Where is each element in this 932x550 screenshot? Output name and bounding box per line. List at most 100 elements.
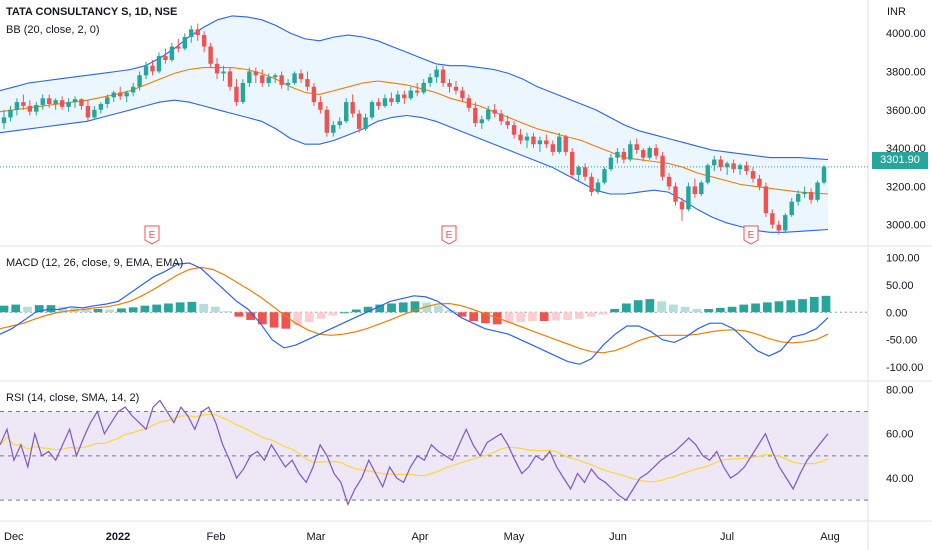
- candle-body: [21, 102, 26, 106]
- candle-body: [447, 82, 452, 87]
- macd-histogram-bar: [105, 309, 115, 313]
- candle-body: [156, 56, 162, 72]
- macd-histogram-bar: [751, 303, 760, 313]
- candle-body: [247, 71, 252, 83]
- candle-body: [59, 100, 65, 107]
- earnings-marker: [743, 225, 759, 245]
- macd-histogram-bar: [563, 312, 573, 320]
- candle-body: [718, 159, 723, 168]
- time-axis-label: Apr: [411, 531, 428, 543]
- candle-body: [8, 109, 13, 118]
- rsi-indicator-label[interactable]: RSI (14, close, SMA, 14, 2): [6, 392, 140, 404]
- macd-histogram-bar: [387, 303, 396, 313]
- candle-body: [14, 102, 20, 110]
- candle-body: [305, 79, 310, 87]
- candle-body: [331, 125, 336, 133]
- macd-histogram-bar: [246, 312, 255, 320]
- candle-body: [46, 98, 52, 105]
- candle-body: [350, 102, 355, 114]
- candle-body: [750, 171, 756, 179]
- macd-histogram-bar: [93, 308, 103, 313]
- candle-body: [821, 166, 827, 183]
- macd-histogram-bar: [351, 309, 361, 313]
- candle-body: [795, 194, 801, 202]
- earnings-marker-label: E: [446, 230, 453, 241]
- earnings-marker: [144, 225, 160, 245]
- macd-histogram-bar: [774, 301, 784, 313]
- macd-tick-label: 100.00: [886, 252, 920, 264]
- candle-body: [563, 136, 568, 152]
- macd-histogram-bar: [58, 306, 68, 313]
- price-tick-label: 3000.00: [886, 220, 926, 232]
- macd-tick-label: 50.00: [886, 280, 914, 292]
- candle-body: [589, 176, 594, 193]
- time-axis-label: 2022: [106, 531, 130, 543]
- time-axis-label: Aug: [820, 531, 840, 543]
- macd-indicator-label[interactable]: MACD (12, 26, close, 9, EMA, EMA): [6, 257, 184, 269]
- candle-body: [318, 102, 323, 110]
- candle-body: [272, 75, 278, 78]
- candle-body: [460, 90, 465, 99]
- candle-body: [511, 125, 517, 135]
- macd-histogram-bar: [457, 312, 467, 317]
- candle-body: [266, 77, 271, 83]
- time-axis-label: Dec: [4, 531, 24, 543]
- candle-body: [576, 167, 581, 175]
- macd-histogram-bar: [610, 308, 620, 313]
- macd-histogram-bar: [117, 308, 126, 313]
- candle-body: [518, 134, 523, 141]
- candle-body: [498, 113, 504, 122]
- macd-histogram-bar: [481, 312, 490, 324]
- macd-histogram-bar: [821, 295, 831, 313]
- candle-body: [176, 46, 181, 49]
- macd-histogram-bar: [516, 312, 526, 323]
- macd-tick-label: 0.00: [886, 307, 907, 319]
- candle-body: [569, 151, 575, 175]
- rsi-line: [0, 399, 829, 507]
- candle-body: [369, 102, 375, 118]
- bollinger-band-fill: [0, 15, 828, 233]
- candle-body: [311, 86, 317, 103]
- candle-body: [737, 165, 743, 170]
- rsi-tick-label: 40.00: [886, 473, 914, 485]
- bb-indicator-label[interactable]: BB (20, close, 2, 0): [6, 24, 100, 36]
- candle-body: [130, 86, 136, 93]
- candle-body: [324, 109, 330, 133]
- candle-body: [260, 75, 265, 83]
- candle-body: [582, 167, 588, 177]
- price-unit-label: INR: [887, 6, 906, 18]
- candle-body: [776, 224, 782, 231]
- symbol-title[interactable]: TATA CONSULTANCY S, 1D, NSE: [6, 6, 177, 18]
- symbol-title-text: TATA CONSULTANCY S, 1D, NSE: [6, 6, 178, 18]
- macd-line: [0, 262, 829, 365]
- macd-histogram-bar: [281, 312, 291, 329]
- candle-body: [240, 82, 246, 103]
- macd-histogram-bar: [621, 303, 631, 313]
- candle-body: [434, 69, 439, 78]
- candle-body: [415, 90, 420, 93]
- candle-body: [221, 71, 226, 74]
- candle-body: [344, 102, 349, 122]
- candle-body: [79, 99, 84, 106]
- time-axis-label: Jun: [609, 531, 627, 543]
- candle-body: [641, 149, 646, 158]
- macd-histogram-bar: [222, 311, 232, 313]
- macd-histogram-bar: [304, 312, 314, 323]
- candle-body: [124, 92, 129, 97]
- macd-histogram-bar: [210, 306, 220, 313]
- macd-histogram-bar: [657, 301, 666, 313]
- macd-histogram-bar: [739, 304, 749, 313]
- time-axis-label: May: [504, 531, 525, 543]
- macd-histogram-bar: [11, 304, 21, 313]
- macd-histogram-bar: [598, 312, 608, 315]
- candle-body: [402, 94, 407, 99]
- macd-histogram-bar: [704, 308, 713, 313]
- bollinger-basis-line: [0, 67, 829, 195]
- candle-body: [337, 121, 342, 126]
- macd-histogram-bar: [445, 310, 455, 313]
- candle-body: [182, 36, 187, 49]
- candle-body: [679, 201, 685, 210]
- macd-histogram-bar: [680, 306, 690, 313]
- candle-body: [550, 144, 556, 152]
